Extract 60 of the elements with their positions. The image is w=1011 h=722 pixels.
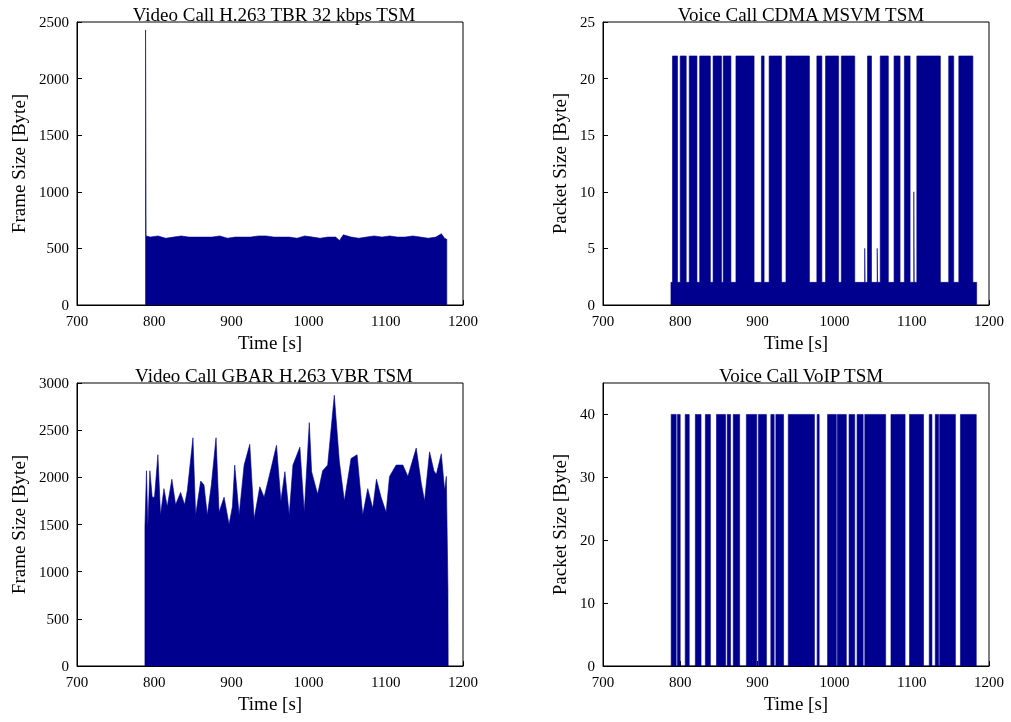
y-tick-label: 1000 — [39, 183, 69, 200]
y-tick-label: 2000 — [39, 469, 69, 486]
y-tick-label: 20 — [580, 70, 595, 87]
x-tick-label: 1100 — [371, 312, 401, 329]
x-tick-label: 1000 — [819, 312, 850, 329]
y-tick-label: 1000 — [39, 563, 69, 580]
x-tick-label: 1100 — [897, 312, 927, 329]
x-tick-label: 700 — [591, 312, 615, 329]
y-tick-label: 500 — [46, 240, 69, 257]
x-axis-title: Time [s] — [237, 692, 303, 714]
y-tick-label: 40 — [580, 406, 595, 423]
x-tick-label: 800 — [668, 312, 692, 329]
y-tick-label: 10 — [580, 595, 595, 612]
x-axis-title: Time [s] — [237, 331, 303, 353]
y-tick-label: 2500 — [39, 14, 69, 30]
y-tick-label: 15 — [580, 127, 595, 144]
x-tick-label: 900 — [220, 673, 243, 690]
x-tick-label: 900 — [220, 312, 243, 329]
y-tick-label: 1500 — [39, 127, 69, 144]
y-tick-label: 20 — [580, 532, 595, 549]
y-tick-label: 0 — [61, 297, 69, 313]
y-tick-label: 2000 — [39, 70, 69, 87]
x-axis-title: Time [s] — [763, 692, 829, 714]
y-tick-label: 0 — [587, 658, 595, 674]
x-tick-label: 800 — [142, 673, 166, 690]
x-tick-label: 900 — [746, 312, 769, 329]
chart-title: Voice Call VoIP TSM — [718, 365, 884, 386]
y-tick-label: 3000 — [39, 375, 69, 391]
y-tick-label: 0 — [587, 297, 595, 313]
y-tick-label: 2500 — [39, 422, 69, 439]
y-tick-label: 30 — [580, 469, 595, 486]
x-tick-label: 1200 — [448, 673, 478, 690]
chart-title: Voice Call CDMA MSVM TSM — [677, 4, 925, 25]
y-axis-title: Frame Size [Byte] — [8, 93, 30, 234]
y-tick-label: 1500 — [39, 516, 69, 533]
x-tick-label: 1000 — [293, 673, 324, 690]
y-axis-title: Frame Size [Byte] — [8, 454, 30, 595]
x-tick-label: 900 — [746, 673, 769, 690]
x-tick-label: 700 — [65, 312, 89, 329]
x-tick-label: 1200 — [974, 312, 1004, 329]
chart-title: Video Call H.263 TBR 32 kbps TSM — [132, 4, 416, 25]
x-tick-label: 700 — [65, 673, 89, 690]
y-tick-label: 0 — [61, 658, 69, 674]
x-tick-label: 1100 — [897, 673, 927, 690]
x-tick-label: 1200 — [448, 312, 478, 329]
x-axis-title: Time [s] — [763, 331, 829, 353]
x-tick-label: 1000 — [819, 673, 850, 690]
chart-title: Video Call GBAR H.263 VBR TSM — [135, 365, 414, 386]
y-tick-label: 500 — [46, 610, 69, 627]
y-tick-label: 10 — [580, 183, 595, 200]
y-tick-label: 5 — [587, 240, 595, 257]
x-tick-label: 700 — [591, 673, 615, 690]
x-tick-label: 1200 — [974, 673, 1004, 690]
x-tick-label: 1000 — [293, 312, 324, 329]
y-tick-label: 25 — [580, 14, 595, 30]
x-tick-label: 1100 — [371, 673, 401, 690]
x-tick-label: 800 — [142, 312, 166, 329]
x-tick-label: 800 — [668, 673, 692, 690]
y-axis-title: Packet Size [Byte] — [549, 92, 571, 235]
y-axis-title: Packet Size [Byte] — [549, 453, 571, 596]
